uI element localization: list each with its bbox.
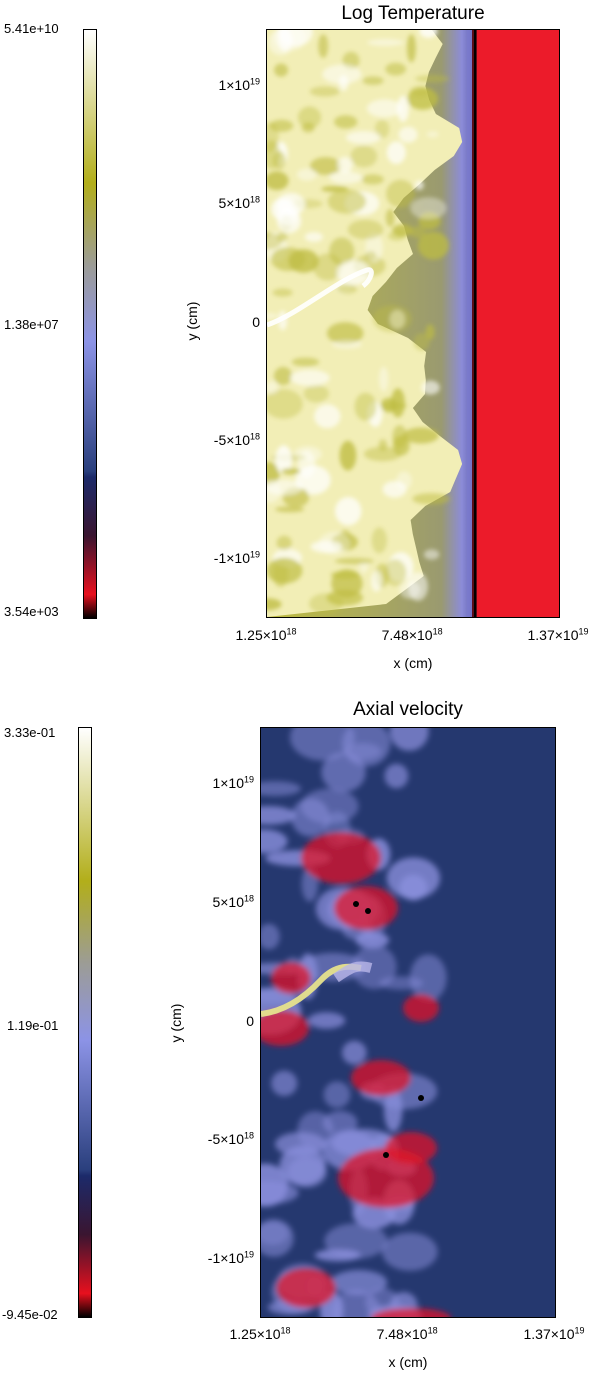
colorbar-min-label: -9.45e-02 [2,1307,58,1322]
temperature-plot-area [266,29,560,618]
temperature-colorbar [83,29,97,619]
velocity-plot-area [260,727,556,1318]
temperature-panel: 5.41e+10 1.38e+07 3.54e+03 Log Temperatu… [4,3,589,671]
colorbar-max-label: 5.41e+10 [4,21,59,36]
y-tick-label: 5×1018 [218,194,260,212]
x-tick-label: 1.37×1019 [523,1325,585,1342]
y-axis-label: y (cm) [168,1003,184,1043]
plot-title: Axial velocity [353,699,463,720]
velocity-field [261,728,555,1317]
temperature-field [267,30,559,617]
colorbar-min-label: 3.54e+03 [4,604,59,619]
y-tick-label: 0 [252,313,260,330]
x-tick-label: 1.25×1018 [229,1325,291,1342]
velocity-colorbar [78,727,92,1318]
plot-title: Log Temperature [341,3,485,24]
x-tick-label: 1.37×1019 [527,626,589,643]
x-tick-label: 7.48×1018 [376,1325,438,1342]
colorbar-mid-label: 1.38e+07 [4,317,59,332]
y-tick-label: 1×1019 [218,76,260,93]
y-tick-label: -5×1018 [207,1130,254,1148]
colorbar-max-label: 3.33e-01 [4,725,56,740]
jet-feature [267,267,374,328]
velocity-panel: 3.33e-01 1.19e-01 -9.45e-02 Axial veloci… [0,690,600,1376]
y-tick-label: -1×1019 [207,1249,254,1266]
y-tick-label: 1×1019 [212,774,254,791]
x-axis-label: x (cm) [388,1354,428,1370]
x-tick-label: 1.25×1018 [235,626,297,643]
x-axis-label: x (cm) [393,655,433,671]
x-tick-label: 7.48×1018 [381,626,443,643]
colorbar-mid-label: 1.19e-01 [7,1018,59,1033]
y-tick-label: 5×1018 [212,893,254,910]
y-tick-label: -1×1019 [213,549,260,567]
y-tick-label: 0 [246,1012,254,1029]
y-tick-label: -5×1018 [213,431,260,448]
